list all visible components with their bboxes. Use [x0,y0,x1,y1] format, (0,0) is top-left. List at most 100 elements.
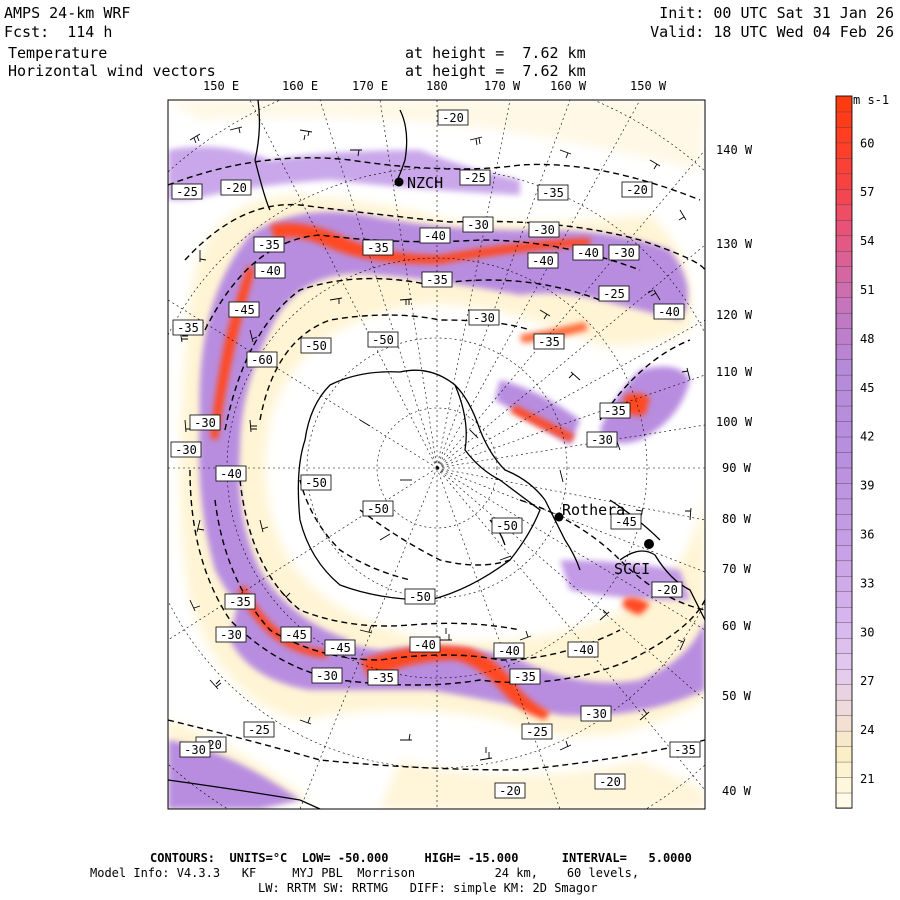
contour-label-box [421,271,453,288]
contour-label-box [253,236,285,253]
contour-label-box [179,741,211,758]
colorbar-swatch [835,405,853,422]
wind-barbs [179,126,692,761]
contour-label-box [362,500,394,517]
contour-label-box [300,337,332,354]
colorbar-swatch [835,622,853,639]
contour-label-box [189,414,221,431]
lon-label-right: 80 W [722,512,752,526]
colorbar-tick-label: 21 [860,772,874,786]
contour-label: -40 [572,643,594,657]
contour-label: -20 [442,111,464,125]
contour-label: -30 [591,433,613,447]
lon-label-right: 100 W [716,415,753,429]
contour-label: -40 [220,467,242,481]
field-temperature: Temperature [8,44,108,62]
contour-label-group: -20-25-20-25 -20 -35-30-35-30-35 -30-40-40-… [170,109,701,799]
contour-label: -20 [499,784,521,798]
contour-label-box [243,721,275,738]
contour-label: -20 [626,183,648,197]
contour-label: -35 [177,321,199,335]
colorbar-swatch [835,142,853,159]
contour-label-box [404,588,436,605]
contour-label-box [254,262,286,279]
contour-label-box [324,639,356,656]
colorbar-swatch [835,111,853,128]
contour-label: -35 [604,404,626,418]
colorbar-swatch [835,575,853,593]
lon-label-top: 170 W [484,79,521,93]
contour-label-box [170,441,202,458]
colorbar-swatch [835,792,853,809]
colorbar-swatch [835,637,853,654]
colorbar-swatch [835,653,853,670]
colorbar-swatch [835,297,853,314]
colorbar-swatch [835,544,853,562]
contour-label-box [521,723,553,740]
contour-label: -30 [316,669,338,683]
lon-label-right: 60 W [722,619,752,633]
contour-label: -40 [498,644,520,658]
model-title: AMPS 24-km WRF [4,4,131,22]
colorbar-swatch [835,188,853,206]
station-label-nzch: NZCH [407,174,443,192]
contour-label-box [580,705,612,722]
valid-time: Valid: 18 UTC Wed 04 Feb 26 [650,23,894,41]
contour-label-box [224,593,256,610]
contour-label-box [653,303,685,320]
station-marker-scci [644,539,654,549]
contour-label: -30 [473,311,495,325]
lon-label-right: 110 W [716,365,753,379]
colorbar-swatch [835,327,853,345]
footer-physics: LW: RRTM SW: RRTMG DIFF: simple KM: 2D S… [258,881,598,895]
field-wind: Horizontal wind vectors [8,62,216,80]
contour-label-box [586,431,618,448]
colorbar-swatch [835,126,853,144]
colorbar-swatch [835,699,853,716]
contour-label-box [215,626,247,643]
colorbar-tick-label: 57 [860,185,874,199]
contour-label: -25 [464,171,486,185]
contour-label-box [280,626,312,643]
height-label-2: at height = 7.62 km [405,62,586,80]
contour-label: -40 [658,305,680,319]
contour-label: -40 [414,638,436,652]
contour-label-box [567,641,599,658]
colorbar-swatch [835,219,853,237]
contour-label-box [215,465,247,482]
contour-label-box [509,668,541,685]
colorbar-swatch [835,761,853,778]
contour-label: -40 [532,254,554,268]
footer-model-info: Model Info: V4.3.3 KF MYJ PBL Morrison 2… [90,866,640,880]
colorbar-outline [835,95,853,809]
contour-label: -50 [367,502,389,516]
contour-label: -25 [248,723,270,737]
map-border [167,99,706,810]
contour-label: -45 [615,515,637,529]
contour-label: -40 [577,246,599,260]
contour-label: -30 [585,707,607,721]
colorbar-tick-label: 42 [860,430,874,444]
colorbar-swatch [835,266,853,283]
colorbar-tick-label: 48 [860,332,874,346]
colorbar-tick-label: 51 [860,283,874,297]
lon-label-right: 120 W [716,308,753,322]
colorbar: 21 24 27 30 33 36 39 42 45 48 51 54 57 60 [835,95,874,809]
contour-label-box [311,667,343,684]
station-label-scci: SCCI [614,560,650,578]
colorbar-swatch [835,482,853,500]
contour-label-box [598,285,630,302]
colorbar-swatch [835,436,853,453]
contour-label: -20 [656,583,678,597]
contour-label: -25 [603,287,625,301]
contour-label-box [300,474,332,491]
contour-label: -30 [194,416,216,430]
lon-label-right: 90 W [722,461,752,475]
contour-label-box [621,181,653,198]
contour-label: -25 [176,185,198,199]
contour-label: -30 [533,223,555,237]
contour-label-box [409,636,441,653]
contour-label-box [171,183,203,200]
contour-label-box [491,517,523,534]
colorbar-swatch [835,235,853,252]
